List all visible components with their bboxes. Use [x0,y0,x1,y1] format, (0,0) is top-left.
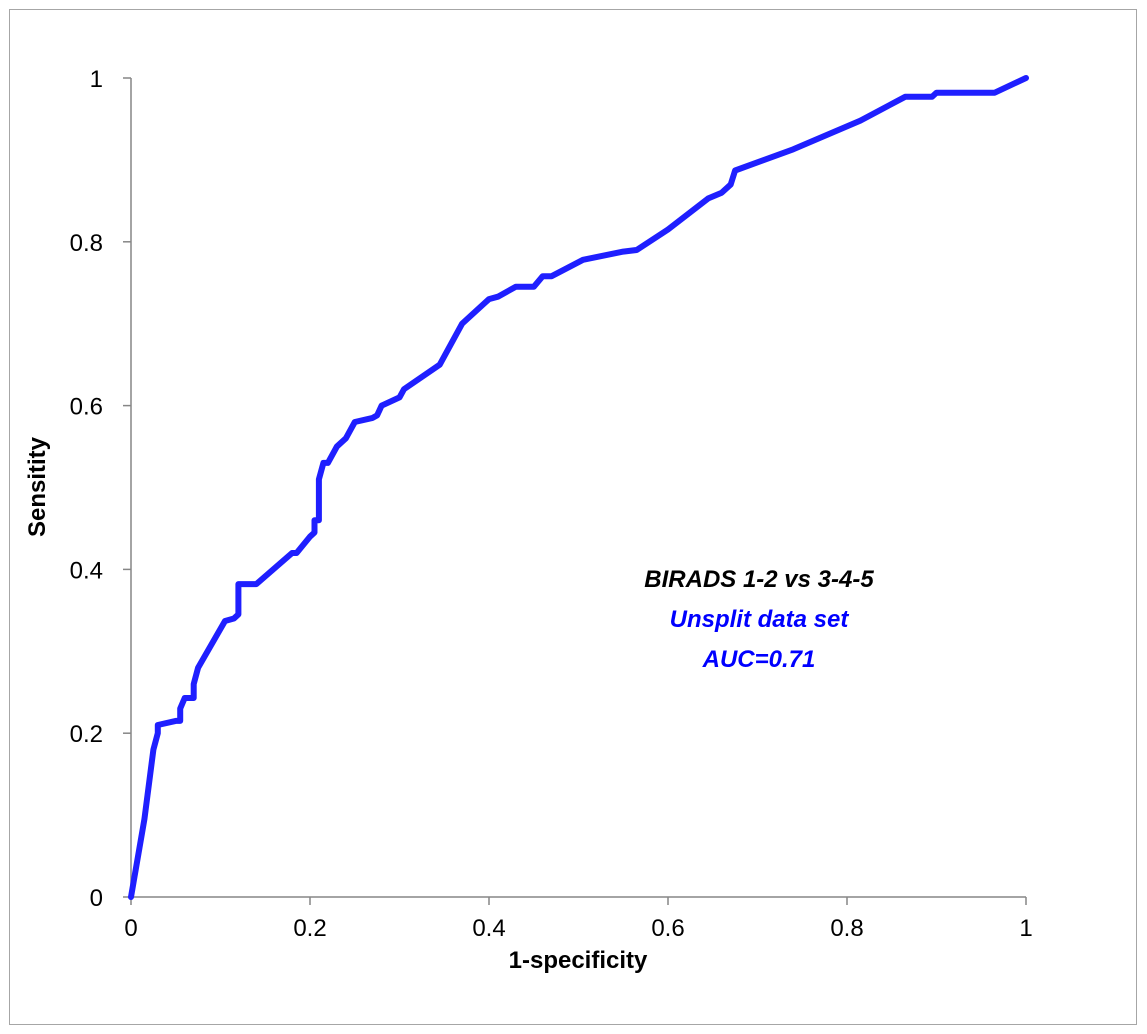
roc-point [150,747,156,753]
roc-point [620,249,626,255]
roc-point [728,181,734,187]
roc-point [934,90,939,96]
roc-point [790,146,796,152]
roc-point [231,616,237,622]
roc-point [334,444,340,450]
axes [130,78,1026,898]
roc-point [316,476,322,482]
roc-point [495,294,501,300]
roc-point [311,530,317,536]
y-tick-label: 0 [90,885,103,912]
roc-point [182,695,188,701]
tick-labels: 0 0.2 0.4 0.6 0.8 1 0 0.2 0.4 0.6 0.8 1 [70,66,1033,942]
roc-point [155,722,161,728]
roc-point [235,611,241,617]
x-tick-label: 0.8 [830,915,863,942]
data-points [128,75,1029,900]
roc-point [191,695,197,701]
x-tick-label: 0 [124,915,137,942]
roc-point [177,718,183,724]
roc-point [191,681,197,687]
y-axis-title: Sensitity [24,436,51,537]
roc-point [325,460,331,466]
roc-point [719,190,725,196]
roc-point [397,394,402,400]
roc-point [482,300,488,306]
ticks [123,77,1027,905]
y-tick-label: 0.6 [70,394,103,421]
roc-point [370,415,376,421]
y-tick-label: 0.8 [70,230,103,257]
roc-point [580,257,586,263]
roc-point [294,550,300,556]
roc-point [513,284,519,290]
roc-point [437,362,443,368]
x-tick-label: 0.2 [293,915,326,942]
roc-point [634,247,640,253]
x-tick-label: 0.4 [472,915,505,942]
annotation-auc: AUC=0.71 [702,646,816,673]
roc-point [1023,75,1029,81]
roc-point [992,90,998,96]
roc-point [857,118,863,124]
roc-point [374,412,380,418]
annotation-comparison: BIRADS 1-2 vs 3-4-5 [644,566,874,593]
roc-point [665,227,671,233]
x-tick-label: 0.6 [651,915,684,942]
roc-point [253,581,259,587]
roc-point [902,94,908,100]
roc-point [401,386,407,392]
roc-point [177,706,183,712]
roc-point [459,321,465,327]
roc-point [540,273,546,279]
roc-point [141,816,147,822]
roc-point [531,284,537,290]
roc-point [352,419,358,425]
roc-point [549,273,555,279]
roc-point [173,718,179,724]
annotation-dataset: Unsplit data set [670,606,850,633]
roc-point [732,168,738,174]
roc-point [235,581,241,587]
chart-frame [9,9,1137,1025]
roc-point [486,296,492,302]
roc-point [311,517,317,523]
roc-point [222,618,228,624]
roc-point [379,403,385,409]
roc-point [320,460,326,466]
x-tick-label: 1 [1019,915,1032,942]
y-tick-label: 0.4 [70,557,103,584]
roc-point [289,550,295,556]
y-tick-label: 0.2 [70,721,103,748]
x-axis-title: 1-specificity [509,947,648,974]
roc-point [307,534,313,540]
roc-point [155,730,161,736]
roc-point [316,517,322,523]
roc-point [128,894,134,900]
roc-curve-line [128,75,1029,900]
roc-point [343,435,349,441]
roc-point [929,94,935,100]
roc-point [195,665,201,671]
roc-point [705,195,711,201]
y-tick-label: 1 [90,66,103,93]
